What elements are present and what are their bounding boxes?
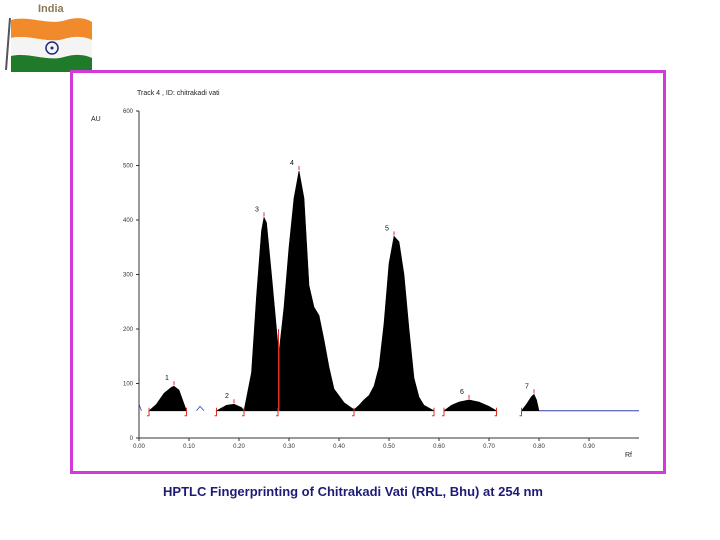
peak-area-3 bbox=[243, 216, 279, 412]
baseline-trace-mid bbox=[196, 405, 205, 412]
x-axis-label: Rf bbox=[625, 452, 632, 459]
peak-label: 4 bbox=[290, 160, 294, 167]
peak-label: 1 bbox=[165, 375, 169, 382]
plot-layer bbox=[138, 170, 639, 417]
x-tick-label: 0.90 bbox=[583, 444, 595, 450]
bracket-marker bbox=[494, 407, 497, 417]
bracket-marker bbox=[442, 407, 445, 417]
peak-area-6 bbox=[443, 399, 498, 412]
bracket-marker bbox=[184, 407, 187, 417]
peak-area-7 bbox=[520, 393, 540, 412]
x-tick-label: 0.80 bbox=[533, 444, 545, 450]
country-label: India bbox=[38, 3, 64, 15]
peak-label: 5 bbox=[385, 225, 389, 232]
peak-label: 7 bbox=[525, 383, 529, 390]
peak-label: 2 bbox=[225, 393, 229, 400]
bracket-marker bbox=[432, 407, 435, 417]
x-tick-label: 0.60 bbox=[433, 444, 445, 450]
y-tick-label: 500 bbox=[123, 164, 134, 170]
x-tick-label: 0.10 bbox=[183, 444, 195, 450]
peak-area-5 bbox=[353, 235, 435, 412]
y-tick-label: 600 bbox=[123, 109, 134, 115]
india-flag-icon bbox=[5, 17, 92, 72]
y-tick-label: 300 bbox=[123, 273, 134, 279]
x-tick-label: 0.40 bbox=[333, 444, 345, 450]
y-tick-label: 0 bbox=[130, 436, 134, 442]
x-tick-label: 0.20 bbox=[233, 444, 245, 450]
peak-label: 6 bbox=[460, 389, 464, 396]
bracket-marker bbox=[519, 407, 522, 417]
peak-labels: 1 2 3 4 5 6 7 bbox=[165, 160, 535, 404]
y-tick-label: 400 bbox=[123, 218, 134, 224]
bracket-marker bbox=[276, 407, 279, 417]
y-tick-label: 200 bbox=[123, 327, 134, 333]
x-tick-label: 0.70 bbox=[483, 444, 495, 450]
bracket-marker bbox=[242, 407, 245, 417]
bracket-marker bbox=[352, 407, 355, 417]
bracket-marker bbox=[214, 407, 217, 417]
axes-layer: 0 100 200 300 400 500 600 0.00 0.10 0.20 0.30 0.40 0… bbox=[123, 109, 639, 450]
x-tick-label: 0.00 bbox=[133, 444, 145, 450]
bracket-marker bbox=[147, 407, 150, 417]
x-tick-label: 0.30 bbox=[283, 444, 295, 450]
x-tick-label: 0.50 bbox=[383, 444, 395, 450]
hptlc-chart: Track 4 , ID: chitrakadi vati AU Rf 0 100… bbox=[91, 90, 639, 459]
chart-frame: Track 4 , ID: chitrakadi vati AU Rf 0 100… bbox=[70, 70, 666, 474]
y-axis-label: AU bbox=[91, 116, 101, 123]
peak-area-1 bbox=[148, 385, 187, 412]
peak-label: 3 bbox=[255, 206, 259, 213]
y-tick-label: 100 bbox=[123, 382, 134, 388]
chart-title: Track 4 , ID: chitrakadi vati bbox=[137, 90, 220, 97]
peak-area-2 bbox=[215, 403, 245, 412]
figure-caption: HPTLC Fingerprinting of Chitrakadi Vati … bbox=[163, 484, 543, 499]
peak-area-4 bbox=[279, 170, 355, 412]
